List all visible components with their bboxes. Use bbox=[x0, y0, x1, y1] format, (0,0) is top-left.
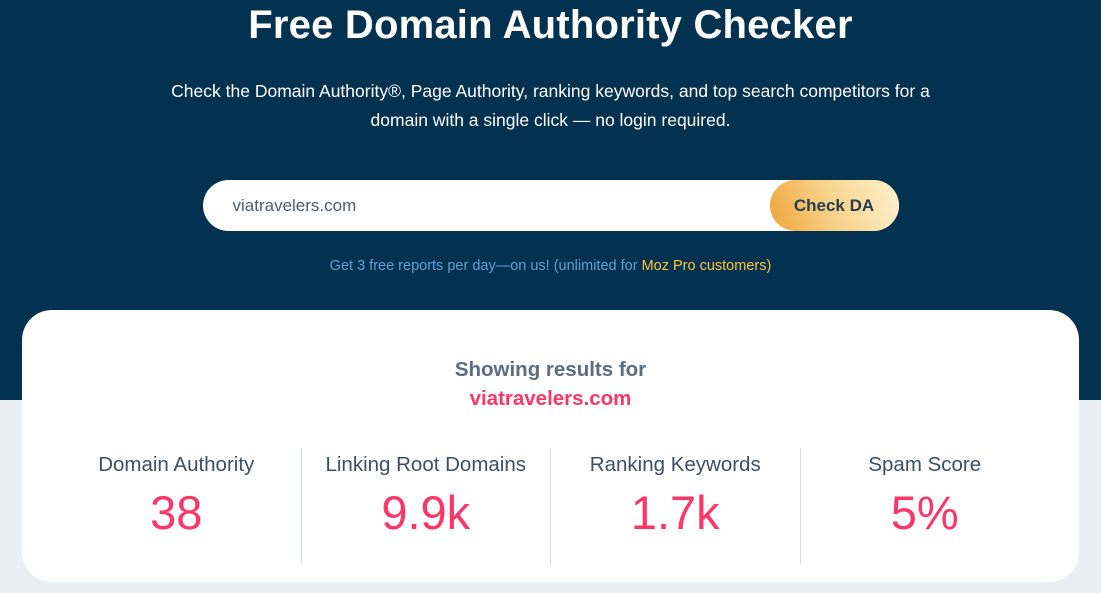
metric-spam-score: Spam Score 5% bbox=[799, 448, 1050, 564]
moz-pro-link[interactable]: Moz Pro customers bbox=[641, 258, 767, 274]
metrics-row: Domain Authority 38 Linking Root Domains… bbox=[52, 448, 1049, 564]
metric-label: Ranking Keywords bbox=[589, 453, 761, 476]
subtitle-line-2: domain with a single click — no login re… bbox=[370, 110, 731, 130]
metric-linking-root-domains: Linking Root Domains 9.9k bbox=[300, 448, 551, 564]
note-suffix: ) bbox=[766, 258, 772, 274]
note-text: Get 3 free reports per day—on us! (unlim… bbox=[329, 258, 642, 274]
hero-section: Free Domain Authority Checker Check the … bbox=[0, 0, 1101, 274]
metric-domain-authority: Domain Authority 38 bbox=[52, 448, 301, 564]
metric-label: Spam Score bbox=[868, 453, 982, 476]
metric-value: 9.9k bbox=[381, 486, 471, 539]
results-heading: Showing results for bbox=[454, 358, 647, 381]
domain-search-bar: Check DA bbox=[202, 180, 899, 231]
domain-input[interactable] bbox=[202, 180, 770, 231]
metric-label: Domain Authority bbox=[98, 453, 255, 476]
metric-value: 1.7k bbox=[630, 486, 720, 539]
metric-value: 5% bbox=[890, 486, 959, 539]
results-card: Showing results for viatravelers.com Dom… bbox=[22, 310, 1079, 582]
page-subtitle: Check the Domain Authority®, Page Author… bbox=[0, 77, 1101, 135]
page-title: Free Domain Authority Checker bbox=[248, 3, 853, 47]
metric-value: 38 bbox=[150, 486, 203, 539]
metric-ranking-keywords: Ranking Keywords 1.7k bbox=[550, 448, 800, 564]
subtitle-line-1: Check the Domain Authority®, Page Author… bbox=[171, 81, 930, 101]
metric-label: Linking Root Domains bbox=[325, 453, 527, 476]
check-da-button[interactable]: Check DA bbox=[769, 180, 899, 231]
free-reports-note: Get 3 free reports per day—on us! (unlim… bbox=[0, 258, 1101, 274]
results-domain: viatravelers.com bbox=[469, 387, 632, 410]
